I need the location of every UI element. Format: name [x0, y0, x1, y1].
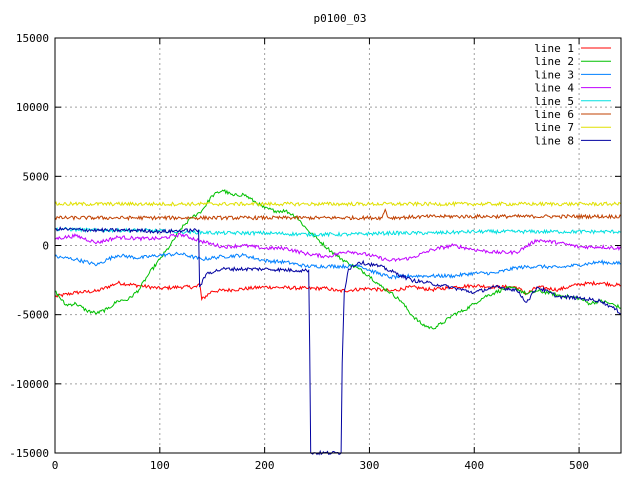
legend-label-1: line 1: [534, 42, 574, 55]
series-line-3: [54, 251, 622, 280]
series-line-8: [54, 226, 622, 456]
series-line-7: [54, 200, 622, 208]
series-lines: [54, 189, 622, 456]
legend-label-8: line 8: [534, 134, 574, 147]
x-tick-label-4: 400: [464, 459, 484, 472]
x-tick-label-1: 100: [150, 459, 170, 472]
y-tick-label-1: -10000: [9, 378, 49, 391]
x-tick-label-2: 200: [255, 459, 275, 472]
legend-label-6: line 6: [534, 108, 574, 121]
series-line-2: [54, 189, 622, 330]
y-tick-label-5: 10000: [16, 101, 49, 114]
y-tick-label-3: 0: [42, 240, 49, 253]
y-tick-label-4: 5000: [23, 170, 50, 183]
series-line-4: [54, 232, 622, 263]
axis-ticks: 0 100 200 300 400 500 -15000 -10000 -5000 0 5000 10…: [9, 32, 621, 472]
legend-label-2: line 2: [534, 55, 574, 68]
legend-label-4: line 4: [534, 82, 574, 95]
x-tick-label-0: 0: [52, 459, 59, 472]
x-tick-label-3: 300: [360, 459, 380, 472]
y-tick-label-6: 15000: [16, 32, 49, 45]
legend-label-3: line 3: [534, 68, 574, 81]
y-tick-label-0: -15000: [9, 447, 49, 460]
chart-title: p0100_03: [314, 12, 367, 25]
legend-label-7: line 7: [534, 121, 574, 134]
x-tick-label-5: 500: [569, 459, 589, 472]
legend-label-5: line 5: [534, 95, 574, 108]
y-tick-label-2: -5000: [16, 309, 49, 322]
series-line-6: [54, 208, 622, 221]
